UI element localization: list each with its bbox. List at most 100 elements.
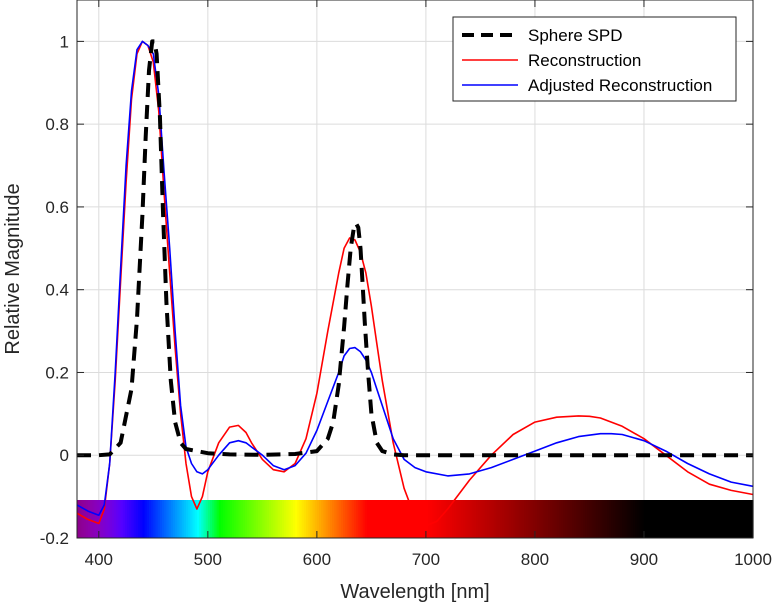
spectrum-segment (329, 500, 333, 538)
spectrum-segment (726, 500, 730, 538)
spectrum-bar (77, 500, 754, 538)
spectrum-segment (545, 500, 549, 538)
spectrum-segment (595, 500, 599, 538)
spectrum-segment (277, 500, 281, 538)
spectrum-segment (312, 500, 316, 538)
spectrum-segment (188, 500, 191, 538)
spectrum-segment (388, 500, 392, 538)
spectrum-segment (650, 500, 654, 538)
spectrum-segment (168, 500, 172, 538)
y-tick-labels: -0.2 0 0.2 0.4 0.6 0.8 1 (40, 32, 69, 548)
spectrum-segment (637, 500, 641, 538)
spectrum-segment (271, 500, 274, 538)
spectrum-segment (399, 500, 403, 538)
spectrum-segment (746, 500, 750, 538)
spectrum-segment (321, 500, 325, 538)
legend-box (452, 16, 737, 102)
spectrum-segment (445, 500, 449, 538)
spectrum-segment (615, 500, 619, 538)
spectrum-segment (129, 500, 133, 538)
spectrum-segment (500, 500, 503, 538)
spectrum-segment (707, 500, 710, 538)
spectrum-segment (170, 500, 174, 538)
spectrum-segment (203, 500, 207, 538)
spectrum-segment (467, 500, 471, 538)
spectrum-segment (199, 500, 202, 538)
spectrum-segment (279, 500, 283, 538)
spectrum-segment (484, 500, 488, 538)
spectrum-segment (153, 500, 157, 538)
ticks (77, 0, 754, 539)
series-line-2 (76, 40, 754, 517)
spectrum-segment (561, 500, 564, 538)
spectrum-segment (77, 500, 80, 538)
spectrum-segment (482, 500, 486, 538)
spectrum-segment (301, 500, 305, 538)
spectrum-segment (360, 500, 364, 538)
spectrum-segment (223, 500, 226, 538)
spectrum-segment (316, 500, 320, 538)
spectrum-segment (192, 500, 196, 538)
plot-frame (76, 0, 754, 539)
spectrum-segment (486, 500, 490, 538)
spectrum-segment (687, 500, 691, 538)
spectrum-segment (299, 500, 303, 538)
spectrum-segment (460, 500, 464, 538)
spectrum-segment (449, 500, 453, 538)
spectrum-segment (362, 500, 366, 538)
spectrum-segment (639, 500, 643, 538)
spectrum-segment (729, 500, 732, 538)
spectrum-segment (336, 500, 340, 538)
spectrum-segment (604, 500, 608, 538)
spectrum-segment (724, 500, 728, 538)
spectrum-segment (478, 500, 482, 538)
spectrum-segment (140, 500, 144, 538)
spectrum-segment (351, 500, 355, 538)
spectrum-segment (456, 500, 460, 538)
spectrum-segment (240, 500, 244, 538)
spectrum-segment (288, 500, 292, 538)
spectrum-segment (146, 500, 150, 538)
spectrum-segment (408, 500, 412, 538)
spectrum-segment (628, 500, 632, 538)
spectrum-segment (105, 500, 109, 538)
spectrum-segment (166, 500, 170, 538)
spectrum-segment (81, 500, 85, 538)
spectrum-segment (438, 500, 442, 538)
spectrum-segment (242, 500, 246, 538)
spectrum-segment (696, 500, 700, 538)
spectrum-segment (600, 500, 604, 538)
spectrum-segment (700, 500, 704, 538)
spectrum-segment (190, 500, 194, 538)
spectrum-segment (122, 500, 126, 538)
spectrum-segment (297, 500, 301, 538)
spectrum-segment (567, 500, 571, 538)
spectrum-segment (495, 500, 499, 538)
spectrum-segment (715, 500, 719, 538)
y-tick-label: -0.2 (40, 529, 69, 548)
spectrum-segment (247, 500, 250, 538)
spectrum-segment (587, 500, 591, 538)
spectrum-segment (264, 500, 268, 538)
spectrum-segment (550, 500, 553, 538)
spectrum-segment (681, 500, 684, 538)
spectrum-segment (548, 500, 551, 538)
spectrum-segment (624, 500, 628, 538)
spectrum-segment (720, 500, 724, 538)
spectrum-segment (144, 500, 148, 538)
spectrum-segment (476, 500, 479, 538)
spectrum-segment (480, 500, 484, 538)
spectrum-segment (572, 500, 575, 538)
spectrum-segment (593, 500, 597, 538)
spectrum-segment (606, 500, 610, 538)
spectrum-segment (750, 500, 754, 538)
spectrum-segment (497, 500, 501, 538)
spectrum-segment (207, 500, 211, 538)
spectrum-segment (737, 500, 741, 538)
spectrum-segment (473, 500, 477, 538)
spectrum-segment (576, 500, 580, 538)
spectrum-segment (244, 500, 248, 538)
spectrum-segment (410, 500, 414, 538)
spectrum-segment (395, 500, 399, 538)
spectrum-segment (691, 500, 695, 538)
